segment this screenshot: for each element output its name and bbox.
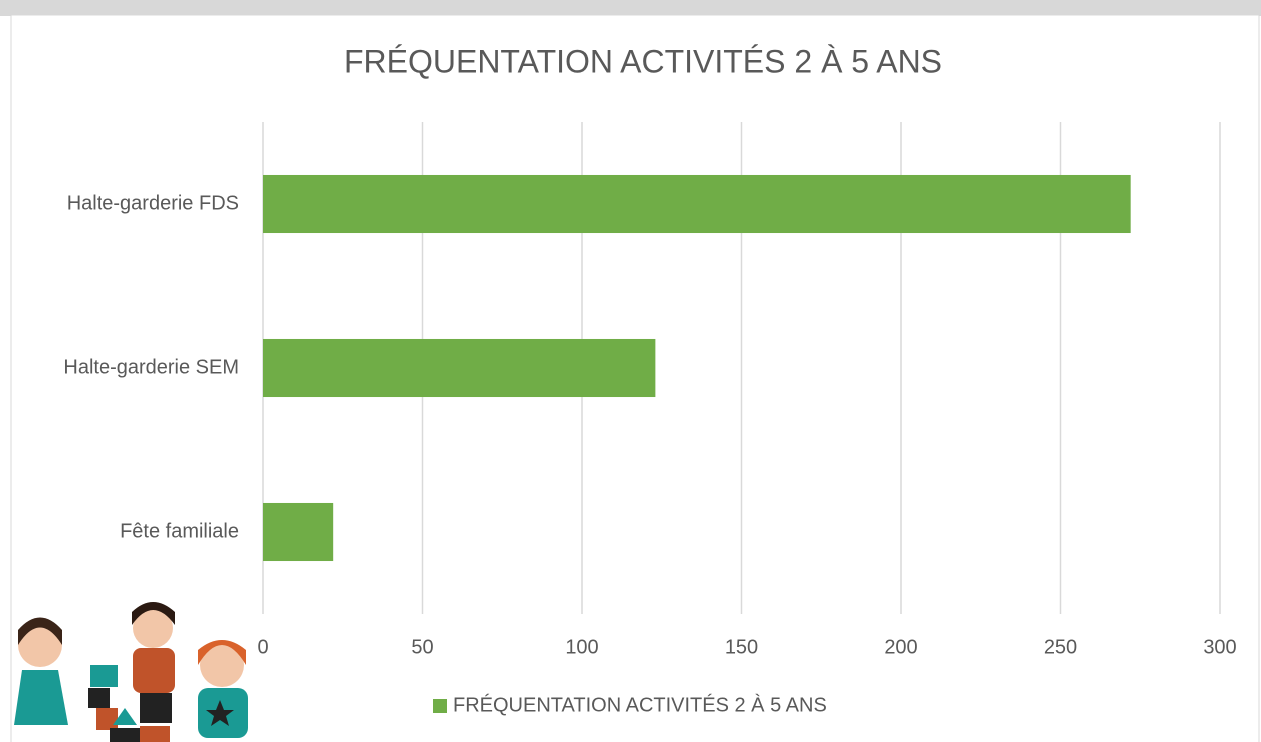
bar	[263, 502, 334, 562]
chart-title: FRÉQUENTATION ACTIVITÉS 2 À 5 ANS	[344, 43, 942, 79]
x-tick-label: 300	[1203, 636, 1236, 658]
y-tick-label: Halte-garderie SEM	[63, 356, 239, 378]
x-tick-label: 50	[411, 636, 433, 658]
bar	[263, 174, 1131, 234]
x-tick-label: 100	[565, 636, 598, 658]
y-tick-label: Halte-garderie FDS	[67, 192, 239, 214]
legend-label: FRÉQUENTATION ACTIVITÉS 2 À 5 ANS	[453, 693, 827, 716]
x-tick-label: 0	[257, 636, 268, 658]
kids-illustration	[14, 602, 248, 742]
x-tick-label: 200	[884, 636, 917, 658]
background-photo-strip	[0, 0, 1261, 16]
y-tick-label: Fête familiale	[120, 520, 239, 542]
legend-swatch	[433, 699, 447, 713]
x-tick-label: 250	[1044, 636, 1077, 658]
x-tick-label: 150	[725, 636, 758, 658]
bar	[263, 338, 656, 398]
